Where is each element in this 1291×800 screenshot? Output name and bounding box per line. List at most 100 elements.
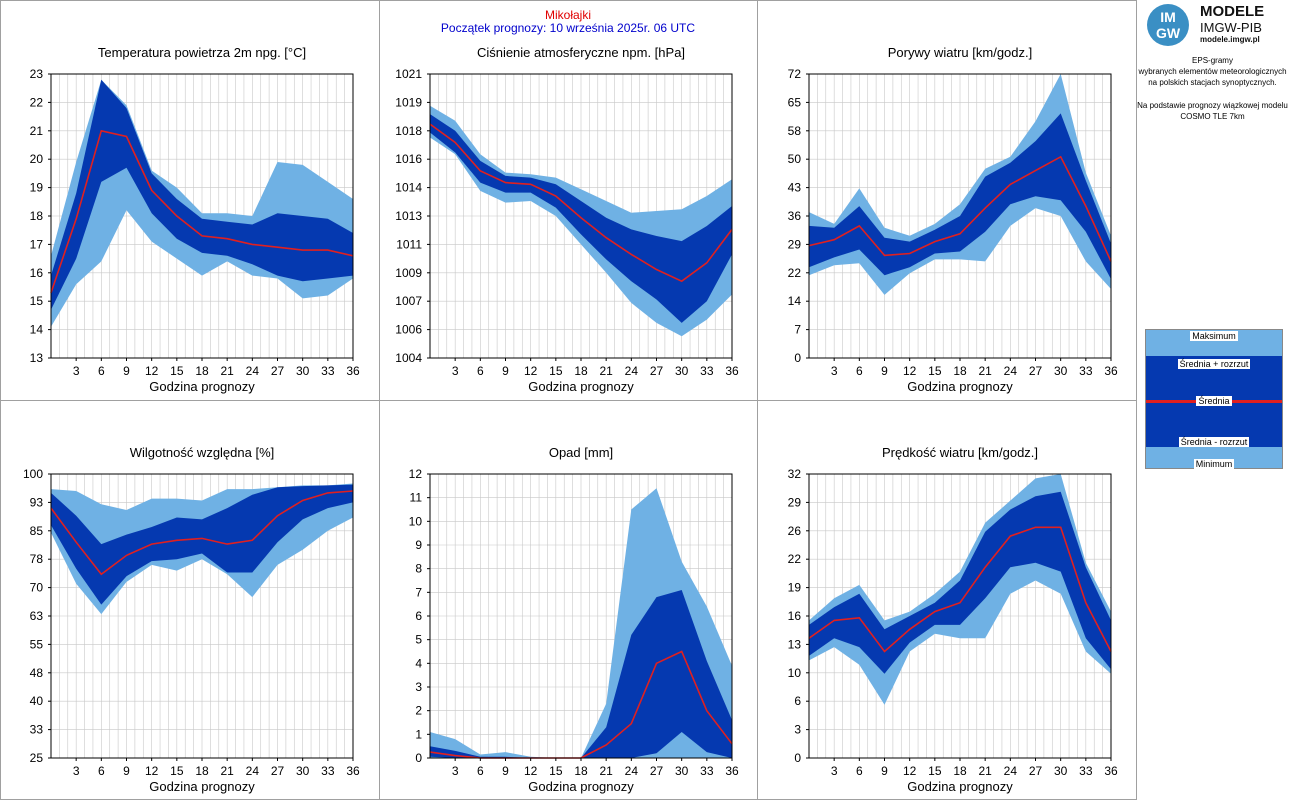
wind-x-tick-label: 15 [928,764,942,778]
side-info-line4: Na podstawie prognozy wiązkowej modelu [1137,101,1288,110]
precipitation-y-tick-label: 7 [415,585,422,599]
wind-x-tick-label: 21 [978,764,992,778]
precipitation-band-spread [430,590,732,758]
humidity-y-tick-label: 33 [30,723,44,737]
precipitation-x-tick-label: 15 [549,764,563,778]
gusts-y-tick-label: 36 [788,209,802,223]
temperature-y-tick-label: 22 [30,95,44,109]
station-name: Mikołajki [544,8,591,22]
legend-label-mean: Średnia [1196,396,1232,406]
pressure-y-tick-label: 1016 [395,152,422,166]
temperature-y-tick-label: 13 [30,351,44,365]
side-info-line3: na polskich stacjach synoptycznych. [1148,78,1277,87]
wind-x-tick-label: 3 [831,764,838,778]
gusts-x-tick-label: 12 [903,364,917,378]
pressure-chart-title: Ciśnienie atmosferyczne npm. [hPa] [477,45,685,60]
wind-band-spread [809,491,1111,674]
gusts-y-tick-label: 58 [788,124,802,138]
wind-x-tick-label: 6 [856,764,863,778]
temperature-y-tick-label: 16 [30,266,44,280]
temperature-x-tick-label: 18 [195,364,209,378]
side-info-line5: COSMO TLE 7km [1180,112,1245,121]
precipitation-y-tick-label: 3 [415,680,422,694]
humidity-y-tick-label: 78 [30,552,44,566]
humidity-x-tick-label: 3 [73,764,80,778]
humidity-y-tick-label: 55 [30,637,44,651]
precipitation-x-tick-label: 9 [502,764,509,778]
temperature-y-tick-label: 20 [30,152,44,166]
humidity-y-tick-label: 85 [30,524,44,538]
humidity-x-tick-label: 6 [98,764,105,778]
precipitation-y-tick-label: 4 [415,656,422,670]
precipitation-x-axis-label: Godzina prognozy [528,779,634,794]
temperature-x-tick-label: 6 [98,364,105,378]
temperature-y-tick-label: 21 [30,124,44,138]
wind-x-tick-label: 36 [1104,764,1118,778]
temperature-x-tick-label: 36 [346,364,360,378]
gusts-y-tick-label: 50 [788,152,802,166]
precipitation-y-tick-label: 10 [409,514,423,528]
wind-mean-line [808,526,1112,653]
humidity-y-tick-label: 63 [30,609,44,623]
precipitation-x-tick-label: 18 [574,764,588,778]
gusts-x-tick-label: 21 [978,364,992,378]
wind-y-tick-label: 29 [788,495,802,509]
precipitation-y-tick-label: 12 [409,467,423,481]
gusts-x-tick-label: 27 [1029,364,1043,378]
pressure-y-tick-label: 1018 [395,124,422,138]
wind-x-tick-label: 24 [1004,764,1018,778]
humidity-x-tick-label: 27 [271,764,285,778]
gusts-x-axis-label: Godzina prognozy [907,379,1013,394]
precipitation-y-tick-label: 11 [410,491,423,505]
precipitation-x-tick-label: 6 [477,764,484,778]
gusts-y-tick-label: 43 [788,181,802,195]
temperature-x-tick-label: 27 [271,364,285,378]
temperature-x-tick-label: 24 [246,364,260,378]
pressure-x-tick-label: 30 [675,364,689,378]
gusts-x-tick-label: 3 [831,364,838,378]
precipitation-y-tick-label: 8 [415,562,422,576]
imgw-logo-icon: IM GW [1147,4,1189,46]
humidity-x-tick-label: 30 [296,764,310,778]
gusts-y-tick-label: 22 [788,266,802,280]
band-legend: Maksimum Średnia + rozrzut Średnia Średn… [1145,329,1283,469]
wind-y-tick-label: 13 [788,637,802,651]
temperature-mean-line [50,129,354,293]
humidity-y-tick-label: 100 [23,467,43,481]
gusts-x-tick-label: 15 [928,364,942,378]
pressure-x-tick-label: 18 [574,364,588,378]
temperature-y-tick-label: 15 [30,294,44,308]
humidity-y-tick-label: 25 [30,751,44,765]
gusts-chart-title: Porywy wiatru [km/godz.] [888,45,1033,60]
temperature-x-axis-label: Godzina prognozy [149,379,255,394]
temperature-x-tick-label: 3 [73,364,80,378]
temperature-y-tick-label: 14 [30,323,44,337]
temperature-x-tick-label: 12 [145,364,159,378]
pressure-x-tick-label: 24 [625,364,639,378]
pressure-mean-line [429,123,733,283]
humidity-x-tick-label: 21 [220,764,234,778]
precipitation-y-tick-label: 5 [415,633,422,647]
humidity-x-tick-label: 12 [145,764,159,778]
gusts-x-tick-label: 24 [1004,364,1018,378]
logo-url[interactable]: modele.imgw.pl [1200,35,1260,44]
temperature-chart-title: Temperatura powietrza 2m npg. [°C] [98,45,306,60]
precipitation-x-tick-label: 3 [452,764,459,778]
gusts-x-tick-label: 36 [1104,364,1118,378]
pressure-x-tick-label: 9 [502,364,509,378]
wind-y-tick-label: 26 [788,524,802,538]
precipitation-y-tick-label: 0 [415,751,422,765]
forecast-start: Początek prognozy: 10 września 2025r. 06… [440,21,696,35]
wind-y-tick-label: 6 [794,694,801,708]
precipitation-y-tick-label: 9 [415,538,422,552]
gusts-y-tick-label: 29 [788,237,802,251]
wind-y-tick-label: 16 [788,609,802,623]
pressure-y-tick-label: 1011 [396,237,422,251]
gusts-x-tick-label: 6 [856,364,863,378]
pressure-x-tick-label: 36 [725,364,739,378]
pressure-x-tick-label: 27 [650,364,664,378]
logo-name: MODELE [1200,3,1265,20]
wind-y-tick-label: 22 [788,552,802,566]
temperature-y-tick-label: 23 [30,67,44,81]
